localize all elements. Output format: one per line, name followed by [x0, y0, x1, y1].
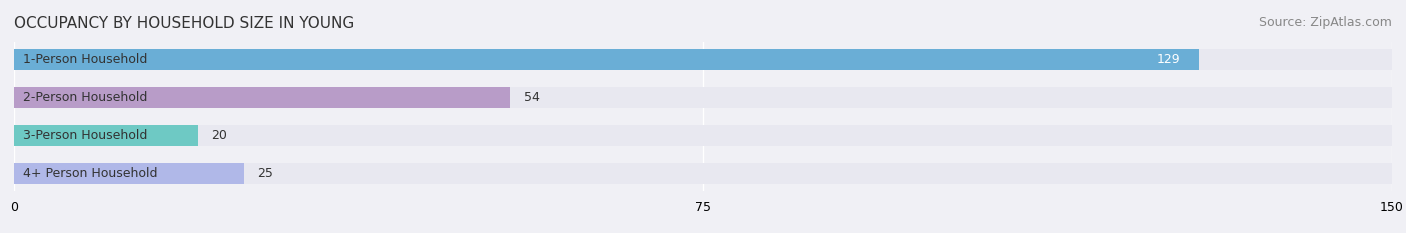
Text: Source: ZipAtlas.com: Source: ZipAtlas.com [1258, 16, 1392, 29]
Text: 129: 129 [1157, 53, 1181, 66]
Bar [14, 163, 243, 184]
Bar [14, 49, 1199, 70]
Bar [14, 49, 1392, 70]
Bar [14, 87, 510, 108]
Text: 4+ Person Household: 4+ Person Household [24, 167, 157, 180]
Text: 25: 25 [257, 167, 273, 180]
Bar [14, 163, 1392, 184]
Text: 54: 54 [524, 91, 540, 104]
Bar [14, 87, 1392, 108]
Text: 20: 20 [211, 129, 228, 142]
Text: OCCUPANCY BY HOUSEHOLD SIZE IN YOUNG: OCCUPANCY BY HOUSEHOLD SIZE IN YOUNG [14, 16, 354, 31]
Bar [14, 125, 198, 146]
Text: 2-Person Household: 2-Person Household [24, 91, 148, 104]
Text: 1-Person Household: 1-Person Household [24, 53, 148, 66]
Text: 3-Person Household: 3-Person Household [24, 129, 148, 142]
Bar [14, 125, 1392, 146]
